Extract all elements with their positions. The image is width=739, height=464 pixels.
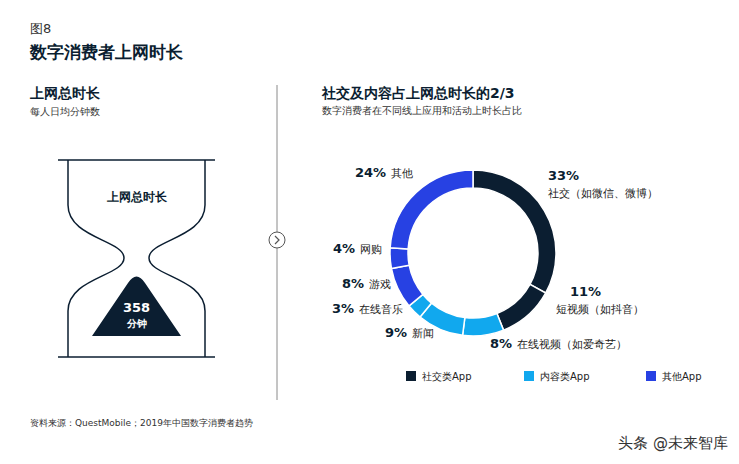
arrow-chevron [275,236,279,244]
chart-title: 社交及内容占上网总时长的2/3 [321,85,515,101]
category-label: 新闻 [412,327,434,340]
figure-label: 图8 [30,21,51,36]
donut-slice [473,170,556,293]
category-label: 在线视频（如爱奇艺） [517,338,627,351]
donut-slice [391,265,422,306]
hourglass-base [58,356,215,358]
panel-subtitle: 每人日均分钟数 [30,106,100,117]
panel-title: 上网总时长 [29,85,101,101]
minutes-unit: 分钟 [126,318,147,329]
data-label: 11% [570,284,601,299]
data-label: 4% [333,241,355,256]
legend-label: 社交类App [422,371,472,382]
data-label: 8% [342,276,364,291]
source-note: 资料来源：QuestMobile；2019年中国数字消费者趋势 [30,418,253,428]
legend-label: 其他App [662,371,702,382]
hourglass-top [58,159,215,161]
legend-swatch [646,371,656,381]
chart-subtitle: 数字消费者在不同线上应用和活动上时长占比 [322,105,522,116]
hourglass-label: 上网总时长 [106,190,168,204]
category-label: 其他 [391,167,413,180]
category-label: 社交（如微信、微博） [548,187,658,200]
category-label: 网购 [360,243,382,256]
data-label: 33% [548,168,579,183]
watermark: 头条 @未来智库 [618,434,728,452]
legend-label: 内容类App [540,371,590,382]
legend-swatch [524,371,534,381]
arrow-circle [269,232,285,248]
legend-swatch [406,371,416,381]
donut-slice [390,170,473,249]
hourglass [58,160,215,357]
donut-slice [497,284,546,330]
donut [390,170,556,336]
data-label: 9% [385,325,407,340]
data-label: 24% [355,165,386,180]
page-title: 数字消费者上网时长 [29,42,184,62]
category-label: 在线音乐 [359,303,403,316]
donut-slice [463,313,504,336]
category-label: 短视频（如抖音） [556,303,644,316]
total-minutes: 358 [123,300,150,315]
category-label: 游戏 [369,278,391,291]
canvas: 图8数字消费者上网时长上网总时长每人日均分钟数上网总时长358分钟社交及内容占上… [0,0,739,464]
data-label: 8% [490,336,512,351]
donut-slice [390,248,409,269]
data-label: 3% [332,301,354,316]
hourglass-sand [92,277,181,337]
